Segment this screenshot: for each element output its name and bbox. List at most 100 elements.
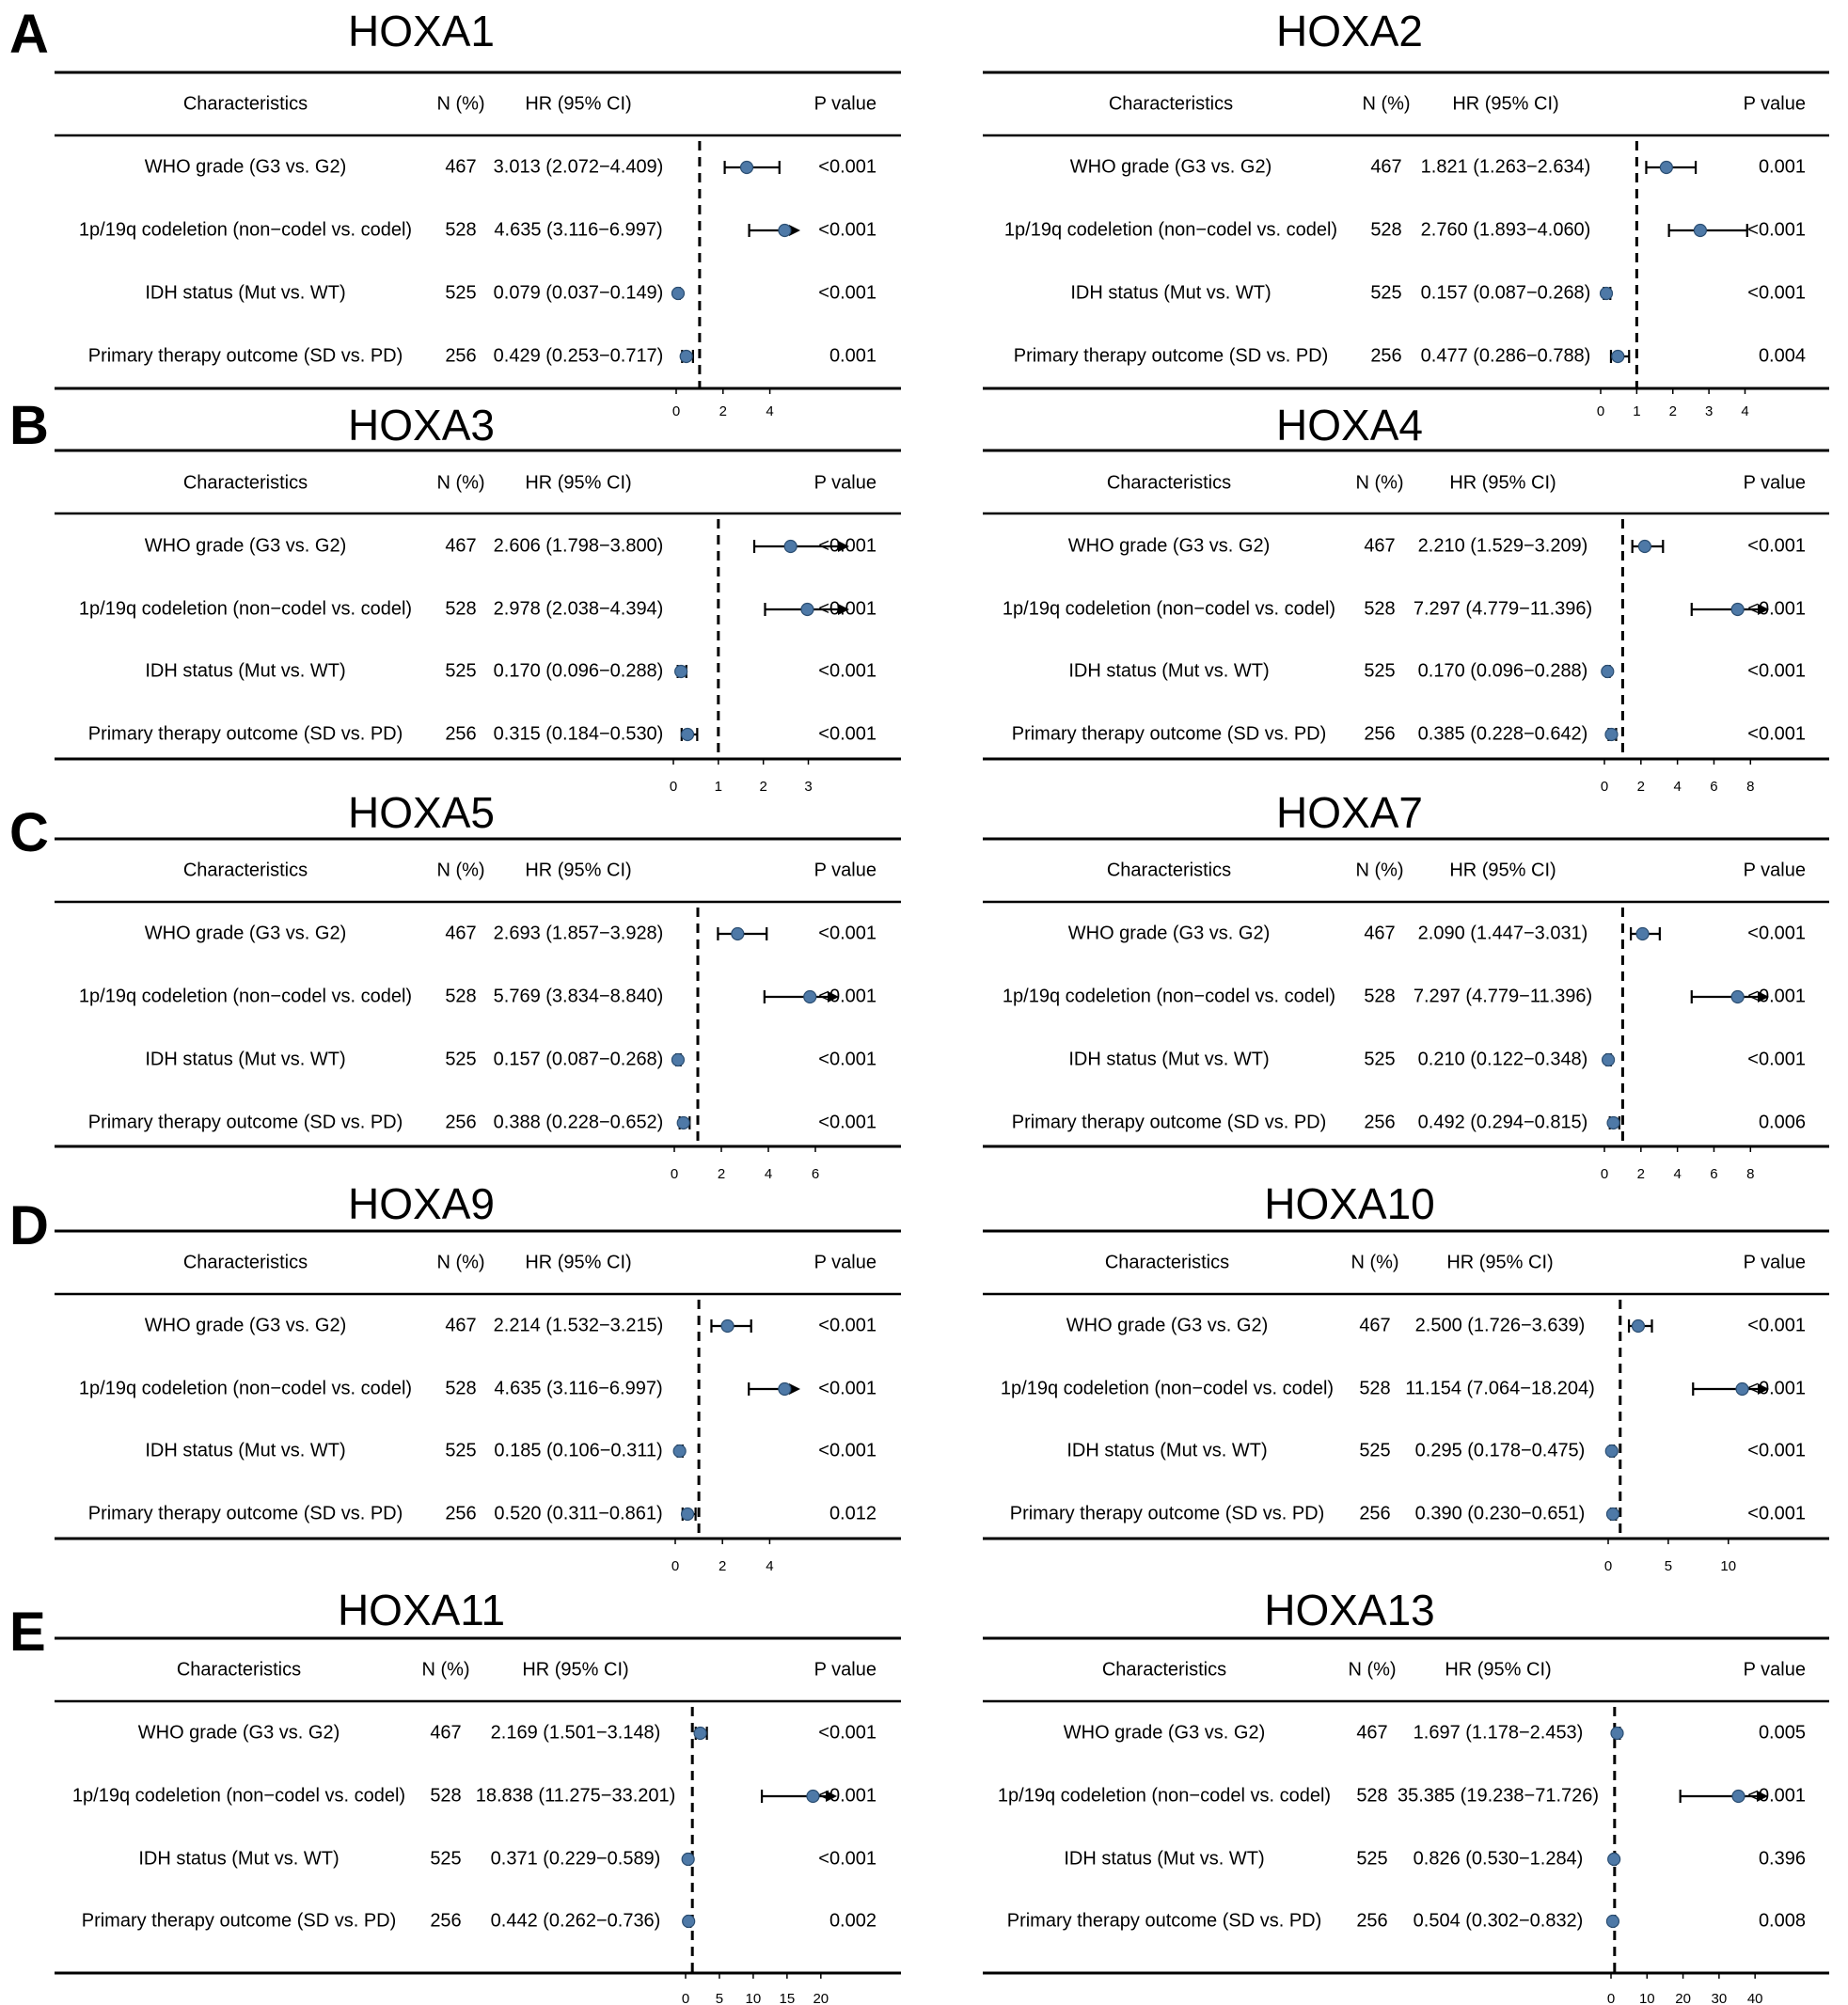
row-label: 1p/19q codeletion (non−codel vs. codel) xyxy=(1003,598,1335,619)
row-hr-ci: 2.214 (1.532−3.215) xyxy=(494,1315,664,1335)
row-hr-ci: 2.760 (1.893−4.060) xyxy=(1421,219,1591,240)
panel-letter-e: E xyxy=(9,1602,46,1663)
hr-point xyxy=(674,664,688,679)
axis-tick-label: 5 xyxy=(716,1991,723,2005)
hr-point xyxy=(1611,349,1625,364)
axis-tick-label: 0 xyxy=(1607,1991,1615,2005)
ci-arrow-head xyxy=(838,541,849,552)
axis-tick-label: 0 xyxy=(1604,1558,1612,1574)
row-n: 467 xyxy=(445,535,476,556)
row-label: WHO grade (G3 vs. G2) xyxy=(1068,923,1271,943)
row-hr-ci: 0.157 (0.087−0.268) xyxy=(1421,282,1591,303)
header-characteristics: Characteristics xyxy=(183,93,308,114)
header-characteristics: Characteristics xyxy=(183,1252,308,1272)
row-label: IDH status (Mut vs. WT) xyxy=(1064,1848,1264,1869)
row-p-value: <0.001 xyxy=(1747,723,1806,744)
row-hr-ci: 0.210 (0.122−0.348) xyxy=(1418,1049,1588,1069)
axis-tick-label: 0 xyxy=(1597,403,1604,419)
row-hr-ci: 3.013 (2.072−4.409) xyxy=(494,156,664,177)
axis-tick-label: 4 xyxy=(1741,403,1748,419)
header-n: N (%) xyxy=(436,860,484,880)
axis-tick-label: 20 xyxy=(813,1991,829,2005)
hr-point xyxy=(806,1789,820,1804)
panel-title-hoxa2: HOXA2 xyxy=(1276,7,1423,55)
row-hr-ci: 4.635 (3.116−6.997) xyxy=(494,1378,662,1398)
axis-tick-label: 40 xyxy=(1747,1991,1763,2005)
row-label: Primary therapy outcome (SD vs. PD) xyxy=(88,1112,403,1132)
header-n: N (%) xyxy=(421,1659,469,1680)
row-n: 256 xyxy=(445,345,476,366)
hr-point xyxy=(1635,926,1650,941)
header-hr: HR (95% CI) xyxy=(525,1252,631,1272)
row-hr-ci: 0.826 (0.530−1.284) xyxy=(1414,1848,1584,1869)
row-p-value: <0.001 xyxy=(1747,219,1806,240)
axis-tick-label: 2 xyxy=(760,779,767,795)
row-hr-ci: 11.154 (7.064−18.204) xyxy=(1405,1378,1594,1398)
axis-tick-label: 0 xyxy=(1601,779,1608,795)
axis-tick-label: 0 xyxy=(682,1991,689,2005)
row-hr-ci: 2.500 (1.726−3.639) xyxy=(1415,1315,1586,1335)
row-hr-ci: 2.978 (2.038−4.394) xyxy=(494,598,664,619)
hr-point xyxy=(731,926,745,941)
hr-point xyxy=(679,349,693,364)
axis-tick-label: 8 xyxy=(1746,779,1754,795)
axis-tick-label: 0 xyxy=(670,779,677,795)
row-n: 525 xyxy=(445,282,476,303)
axis-tick-label: 10 xyxy=(1720,1558,1736,1574)
row-n: 467 xyxy=(1370,156,1401,177)
row-hr-ci: 35.385 (19.238−71.726) xyxy=(1398,1785,1599,1806)
panel-title-hoxa4: HOXA4 xyxy=(1276,401,1423,450)
header-hr: HR (95% CI) xyxy=(1452,93,1558,114)
header-p-value: P value xyxy=(1744,93,1806,114)
row-p-value: <0.001 xyxy=(1747,1503,1806,1523)
row-hr-ci: 0.295 (0.178−0.475) xyxy=(1415,1440,1586,1460)
row-n: 528 xyxy=(445,598,476,619)
row-hr-ci: 2.090 (1.447−3.031) xyxy=(1418,923,1588,943)
hr-point xyxy=(676,1115,690,1130)
row-hr-ci: 0.520 (0.311−0.861) xyxy=(494,1503,662,1523)
row-p-value: 0.002 xyxy=(829,1910,877,1931)
row-n: 256 xyxy=(1356,1910,1387,1931)
axis-tick-label: 6 xyxy=(812,1166,819,1182)
row-hr-ci: 2.693 (1.857−3.928) xyxy=(494,923,664,943)
ci-arrow-head xyxy=(1758,1383,1769,1395)
axis-tick-label: 0 xyxy=(671,1166,678,1182)
axis-tick-label: 30 xyxy=(1712,1991,1728,2005)
axis-tick-label: 10 xyxy=(1639,1991,1655,2005)
header-characteristics: Characteristics xyxy=(1102,1659,1226,1680)
row-n: 256 xyxy=(445,1112,476,1132)
row-label: WHO grade (G3 vs. G2) xyxy=(145,1315,347,1335)
axis-tick-label: 6 xyxy=(1710,779,1717,795)
row-n: 256 xyxy=(430,1910,461,1931)
row-n: 467 xyxy=(1364,535,1395,556)
header-n: N (%) xyxy=(1355,472,1403,493)
panel-title-hoxa5: HOXA5 xyxy=(348,788,495,837)
axis-tick-label: 2 xyxy=(1637,779,1645,795)
row-p-value: <0.001 xyxy=(1747,1049,1806,1069)
row-n: 528 xyxy=(1364,986,1395,1006)
row-label: Primary therapy outcome (SD vs. PD) xyxy=(88,723,403,744)
hr-point xyxy=(693,1726,707,1741)
header-hr: HR (95% CI) xyxy=(522,1659,628,1680)
header-hr: HR (95% CI) xyxy=(1446,1252,1553,1272)
row-n: 528 xyxy=(1370,219,1401,240)
header-n: N (%) xyxy=(1362,93,1410,114)
row-n: 525 xyxy=(1364,660,1395,681)
ci-arrow-head xyxy=(826,1791,837,1802)
row-hr-ci: 0.385 (0.228−0.642) xyxy=(1418,723,1588,744)
row-n: 467 xyxy=(445,923,476,943)
hr-point xyxy=(682,1914,696,1929)
row-p-value: <0.001 xyxy=(818,1722,877,1743)
header-p-value: P value xyxy=(1744,1659,1806,1680)
row-hr-ci: 0.185 (0.106−0.311) xyxy=(494,1440,662,1460)
row-label: 1p/19q codeletion (non−codel vs. codel) xyxy=(1003,986,1335,1006)
panel-letter-c: C xyxy=(9,802,49,863)
header-hr: HR (95% CI) xyxy=(1445,1659,1551,1680)
row-p-value: <0.001 xyxy=(1747,1440,1806,1460)
row-label: 1p/19q codeletion (non−codel vs. codel) xyxy=(72,1785,405,1806)
axis-tick-label: 0 xyxy=(672,403,680,419)
hr-point xyxy=(1607,1852,1621,1867)
hr-point xyxy=(671,1052,686,1067)
row-n: 256 xyxy=(1364,723,1395,744)
